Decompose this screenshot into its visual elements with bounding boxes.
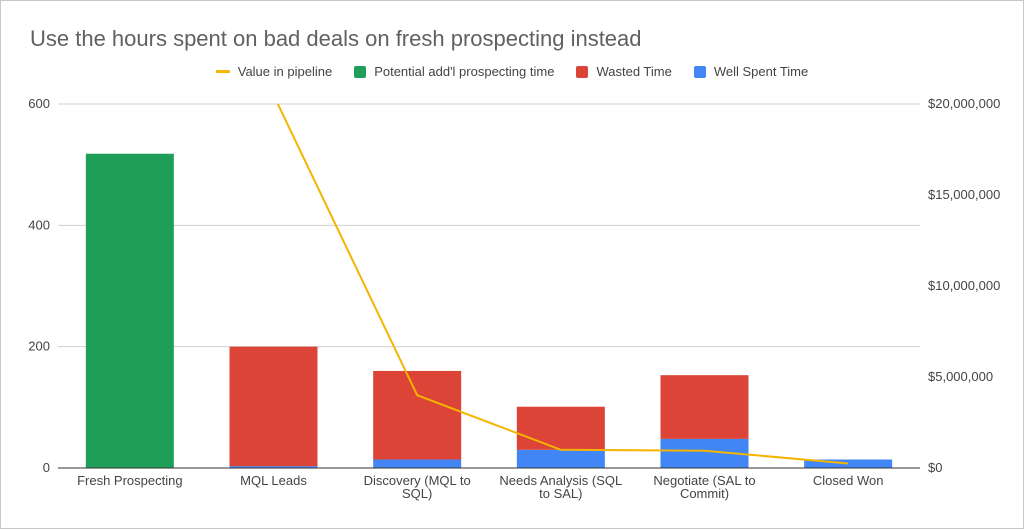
bar-well-spent-time xyxy=(804,459,893,468)
bar-well-spent-time xyxy=(229,466,318,468)
legend-label: Potential add'l prospecting time xyxy=(374,64,555,79)
y-left-tick-label: 0 xyxy=(43,460,50,475)
bar-well-spent-time xyxy=(373,459,462,468)
x-tick-label: Needs Analysis (SQL xyxy=(499,473,622,488)
legend-item: Value in pipeline xyxy=(215,64,333,79)
line-value-in-pipeline xyxy=(276,104,849,465)
x-tick-label: Commit) xyxy=(680,486,729,501)
x-tick-label: Discovery (MQL to xyxy=(364,473,471,488)
y-right-tick-label: $10,000,000 xyxy=(928,278,1000,293)
legend-swatch xyxy=(693,65,706,78)
legend-swatch xyxy=(354,65,367,78)
legend-label: Wasted Time xyxy=(596,64,672,79)
bar-potential-add-l-prospecting-time xyxy=(85,153,174,468)
x-tick-label: Closed Won xyxy=(813,473,884,488)
y-right-tick-label: $5,000,000 xyxy=(928,369,993,384)
legend-label: Well Spent Time xyxy=(713,64,809,79)
bar-wasted-time xyxy=(373,370,462,460)
legend-swatch xyxy=(576,65,589,78)
chart-title: Use the hours spent on bad deals on fres… xyxy=(30,26,642,51)
legend-item: Potential add'l prospecting time xyxy=(354,64,554,79)
y-right-tick-label: $0 xyxy=(928,460,942,475)
legend-swatch xyxy=(215,70,230,73)
y-left-tick-label: 200 xyxy=(28,339,50,354)
bar-wasted-time xyxy=(660,375,749,439)
x-tick-label: to SAL) xyxy=(539,486,582,501)
bar-well-spent-time xyxy=(516,449,605,468)
chart-legend: Value in pipeline Potential add'l prospec… xyxy=(0,64,1024,79)
bar-wasted-time xyxy=(229,346,318,467)
y-right-tick-label: $20,000,000 xyxy=(928,96,1000,111)
x-tick-label: MQL Leads xyxy=(240,473,307,488)
legend-label: Value in pipeline xyxy=(237,64,333,79)
bar-wasted-time xyxy=(516,406,605,450)
x-tick-label: Fresh Prospecting xyxy=(77,473,183,488)
legend-item: Wasted Time xyxy=(576,64,672,79)
x-tick-label: Negotiate (SAL to xyxy=(653,473,755,488)
y-left-tick-label: 600 xyxy=(28,96,50,111)
legend-item: Well Spent Time xyxy=(693,64,809,79)
x-tick-label: SQL) xyxy=(402,486,432,501)
y-left-tick-label: 400 xyxy=(28,217,50,232)
y-right-tick-label: $15,000,000 xyxy=(928,187,1000,202)
